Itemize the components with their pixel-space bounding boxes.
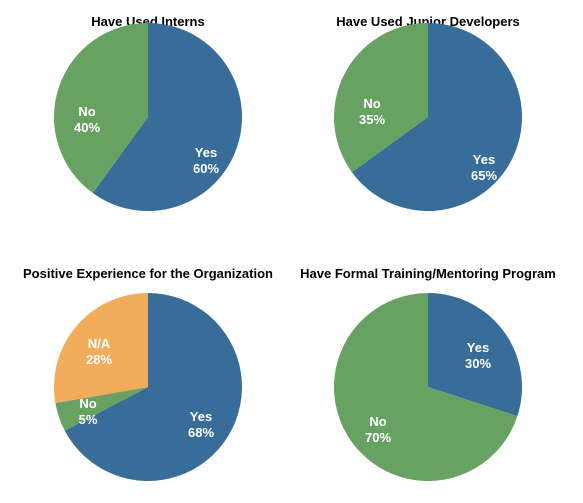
pie-slice-yes — [351, 23, 522, 211]
slice-label-yes: Yes 30% — [465, 340, 491, 371]
slice-label-no: No 40% — [74, 104, 100, 135]
pie-slice-n-a — [53, 293, 148, 403]
pie-slice-no — [53, 23, 148, 194]
pie-chart-1: Have Used Interns Yes 60% No 40% — [53, 14, 242, 211]
chart-title: Have Used Interns — [91, 14, 204, 29]
pie-slice-no — [333, 23, 428, 173]
chart-title: Positive Experience for the Organization — [23, 266, 273, 281]
slice-label-no: No 70% — [365, 414, 391, 445]
pie-slice-yes — [64, 293, 242, 481]
slice-label-yes: Yes 65% — [471, 152, 497, 183]
chart-title: Have Used Junior Developers — [336, 14, 520, 29]
slice-label-no: No 35% — [359, 96, 385, 127]
slice-label-n-a: N/A 28% — [86, 336, 112, 367]
slice-label-yes: Yes 68% — [188, 409, 214, 440]
pie-chart-3: Positive Experience for the Organization… — [23, 266, 273, 481]
slice-label-no: No 5% — [79, 396, 98, 427]
chart-title: Have Formal Training/Mentoring Program — [300, 266, 556, 281]
pie-chart-2: Have Used Junior Developers Yes 65% No 35% — [333, 14, 522, 211]
pie-slice-yes — [92, 23, 242, 211]
pie-slice-no — [55, 387, 149, 431]
pie-chart-4: Have Formal Training/Mentoring Program Ye… — [300, 266, 556, 481]
slice-label-yes: Yes 60% — [193, 145, 219, 176]
pie-slice-yes — [428, 293, 523, 417]
pie-slice-no — [334, 293, 518, 481]
